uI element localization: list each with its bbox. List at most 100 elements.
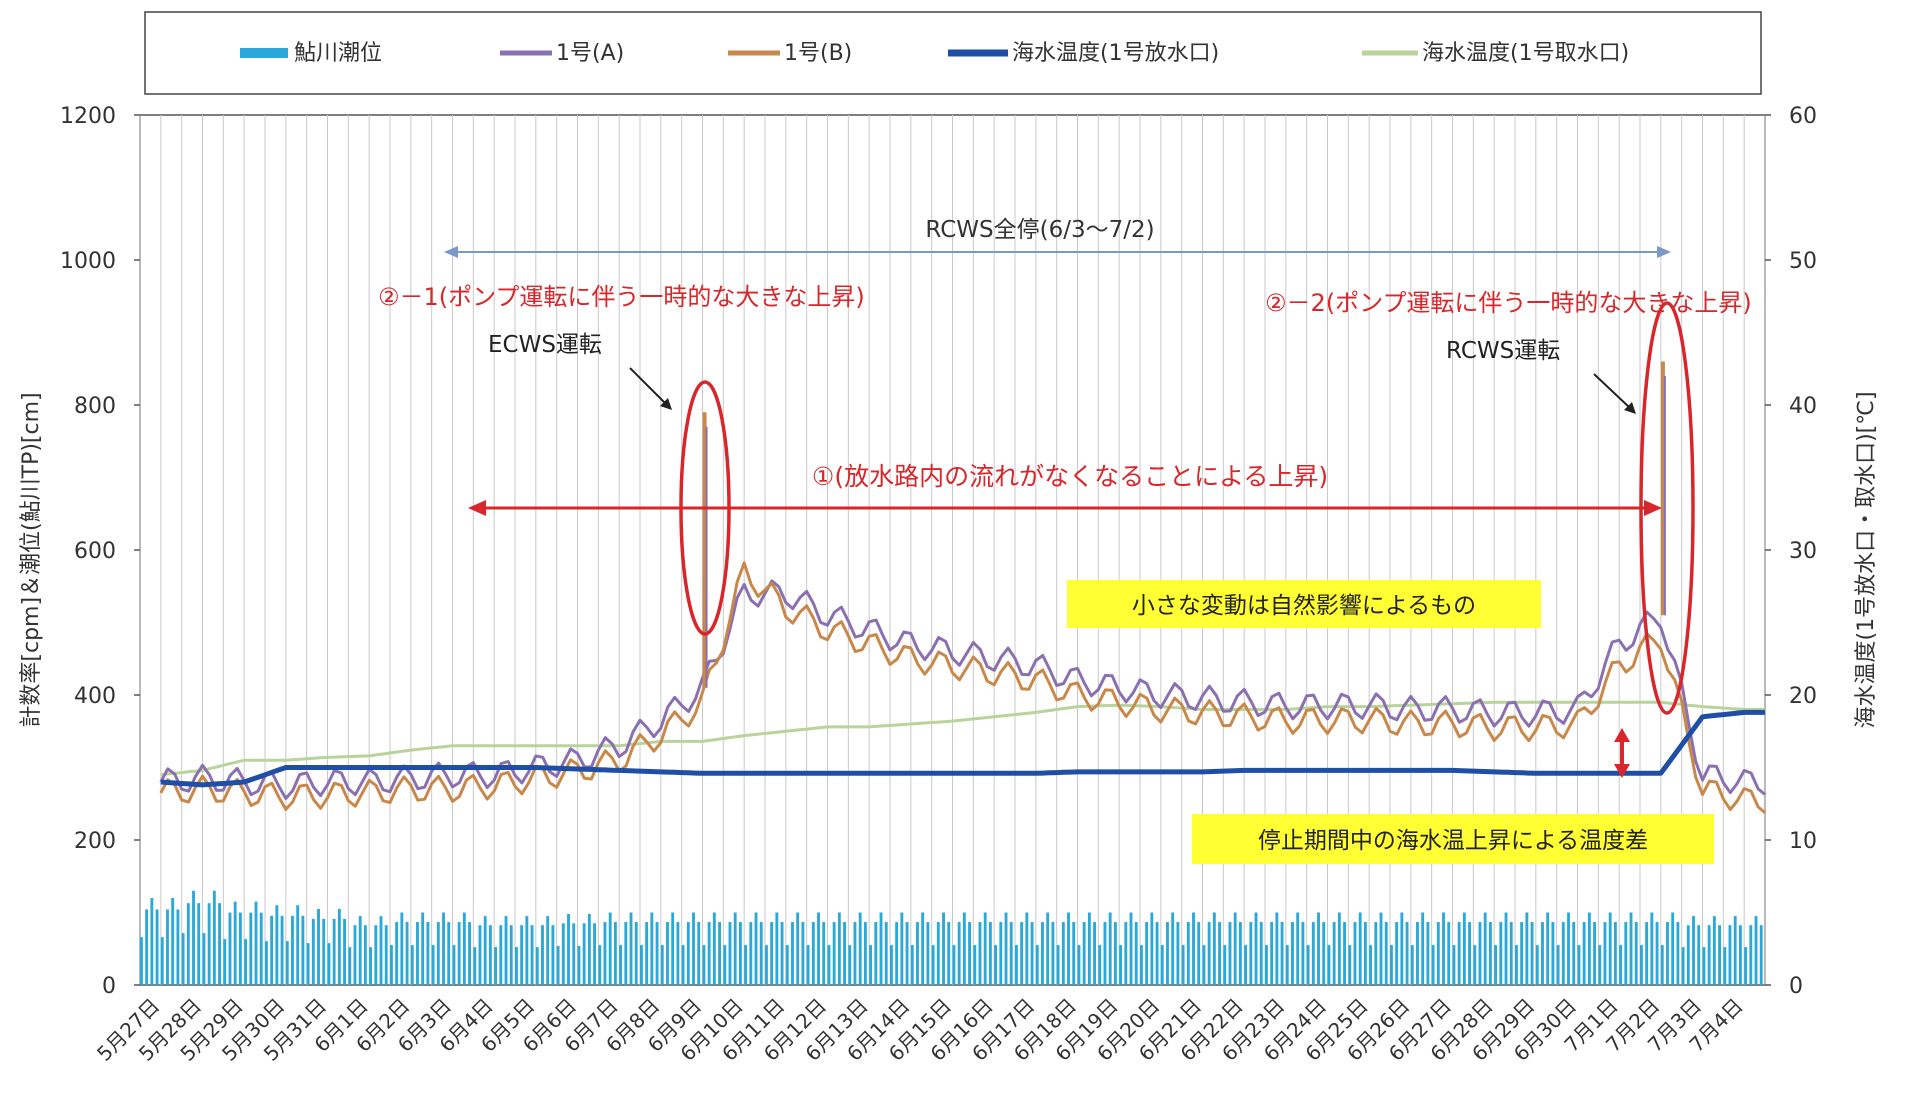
tide-bar	[410, 945, 414, 985]
tide-bar	[442, 912, 445, 985]
tide-bar	[1379, 912, 1383, 985]
tide-bar	[629, 912, 633, 985]
rise-arrow-head-left	[468, 500, 486, 516]
series-line	[160, 700, 1765, 777]
right-tick-label: 40	[1789, 394, 1817, 419]
tide-bar	[957, 922, 961, 985]
rcws-pointer-head	[1624, 402, 1636, 414]
tide-bar	[1452, 945, 1456, 985]
tide-bar	[1692, 916, 1695, 985]
ecws-pointer	[629, 367, 667, 405]
tide-bar	[1468, 922, 1471, 985]
tide-bar	[1301, 922, 1305, 985]
tide-bar	[369, 947, 373, 985]
tide-bar	[1728, 925, 1732, 985]
tide-bar	[1155, 922, 1159, 985]
tide-bar	[697, 922, 701, 985]
tide-bar	[275, 905, 279, 985]
tide-bar	[1431, 945, 1435, 985]
tide-bar	[613, 922, 617, 985]
tide-bar	[254, 901, 258, 985]
tide-bar	[1478, 922, 1482, 985]
tide-bar	[1462, 912, 1466, 985]
tide-bar	[1212, 912, 1216, 985]
temp-diff-arrow-head-top	[1614, 728, 1630, 742]
tide-bar	[499, 925, 503, 985]
tide-bar	[212, 890, 216, 985]
tide-bar	[1025, 912, 1029, 985]
tide-bar	[1046, 912, 1050, 985]
tide-bar	[962, 912, 966, 985]
x-axis: 5月27日5月28日5月29日5月30日5月31日6月1日6月2日6月3日6月4…	[92, 994, 1748, 1066]
tide-bar	[874, 922, 878, 985]
tide-bar	[1129, 912, 1133, 985]
tide-bar	[1171, 912, 1175, 985]
tide-bar	[900, 912, 904, 985]
tide-bar	[890, 945, 893, 985]
tide-bar	[1525, 912, 1529, 985]
tide-bar	[1660, 945, 1664, 985]
tide-bar	[431, 945, 435, 985]
tide-bar	[265, 941, 268, 985]
small-variation-label: 小さな変動は自然影響によるもの	[1132, 593, 1476, 619]
tide-bar	[1707, 925, 1711, 985]
tide-bar	[1358, 912, 1362, 985]
tide-bar	[1530, 922, 1534, 985]
tide-bar	[1202, 945, 1206, 985]
tide-bar	[1186, 922, 1190, 985]
tide-bar	[223, 939, 227, 985]
tide-bar	[765, 945, 768, 985]
tide-bar	[1686, 925, 1690, 985]
tide-bar	[1176, 922, 1180, 985]
rcws-arrow-head-left	[444, 246, 458, 258]
tide-bar	[1577, 945, 1581, 985]
tide-bar	[931, 945, 935, 985]
tide-bar	[270, 915, 274, 985]
tide-bar	[405, 922, 409, 985]
tide-bar	[1603, 922, 1607, 985]
tide-bar	[296, 905, 300, 985]
tide-bar	[1723, 947, 1727, 985]
tide-bar	[457, 922, 461, 985]
tide-bar	[692, 912, 695, 985]
tide-bar	[1369, 945, 1373, 985]
tide-bar	[608, 912, 612, 985]
tide-bar	[468, 922, 471, 985]
tide-bar	[577, 945, 581, 985]
rcws-label: RCWS運転	[1446, 338, 1560, 364]
tide-bar	[843, 922, 846, 985]
tide-bar	[942, 912, 945, 985]
tide-bar	[1280, 922, 1284, 985]
right-tick-label: 10	[1789, 829, 1817, 854]
tide-bar	[936, 922, 940, 985]
tide-bar	[1488, 922, 1492, 985]
tide-bar	[686, 922, 690, 985]
tide-bar	[1405, 922, 1409, 985]
tide-bar	[884, 922, 888, 985]
tide-bar	[447, 922, 451, 985]
tide-bar	[1087, 912, 1091, 985]
tide-bar	[796, 912, 800, 985]
tide-bar	[1759, 925, 1763, 985]
series-line	[159, 579, 1766, 800]
tide-bar	[515, 947, 518, 985]
tide-bar	[598, 945, 602, 985]
tide-bar	[1244, 945, 1248, 985]
tide-bar	[249, 912, 253, 985]
tide-bar	[916, 922, 919, 985]
tide-bar	[244, 939, 248, 985]
tide-bar	[1051, 922, 1055, 985]
annotation-1: ①(放水路内の流れがなくなることによる上昇)	[812, 462, 1328, 491]
tide-bar	[811, 922, 815, 985]
tide-bar	[218, 903, 221, 985]
rcws-pointer	[1593, 373, 1631, 409]
tide-bar	[634, 922, 638, 985]
right-tick-label: 60	[1789, 104, 1817, 129]
tide-bar	[1509, 922, 1513, 985]
tide-bar	[780, 922, 784, 985]
tide-bar	[1535, 945, 1539, 985]
left-tick-label: 600	[74, 539, 116, 564]
tide-bar	[905, 922, 909, 985]
tide-bar	[1233, 912, 1237, 985]
